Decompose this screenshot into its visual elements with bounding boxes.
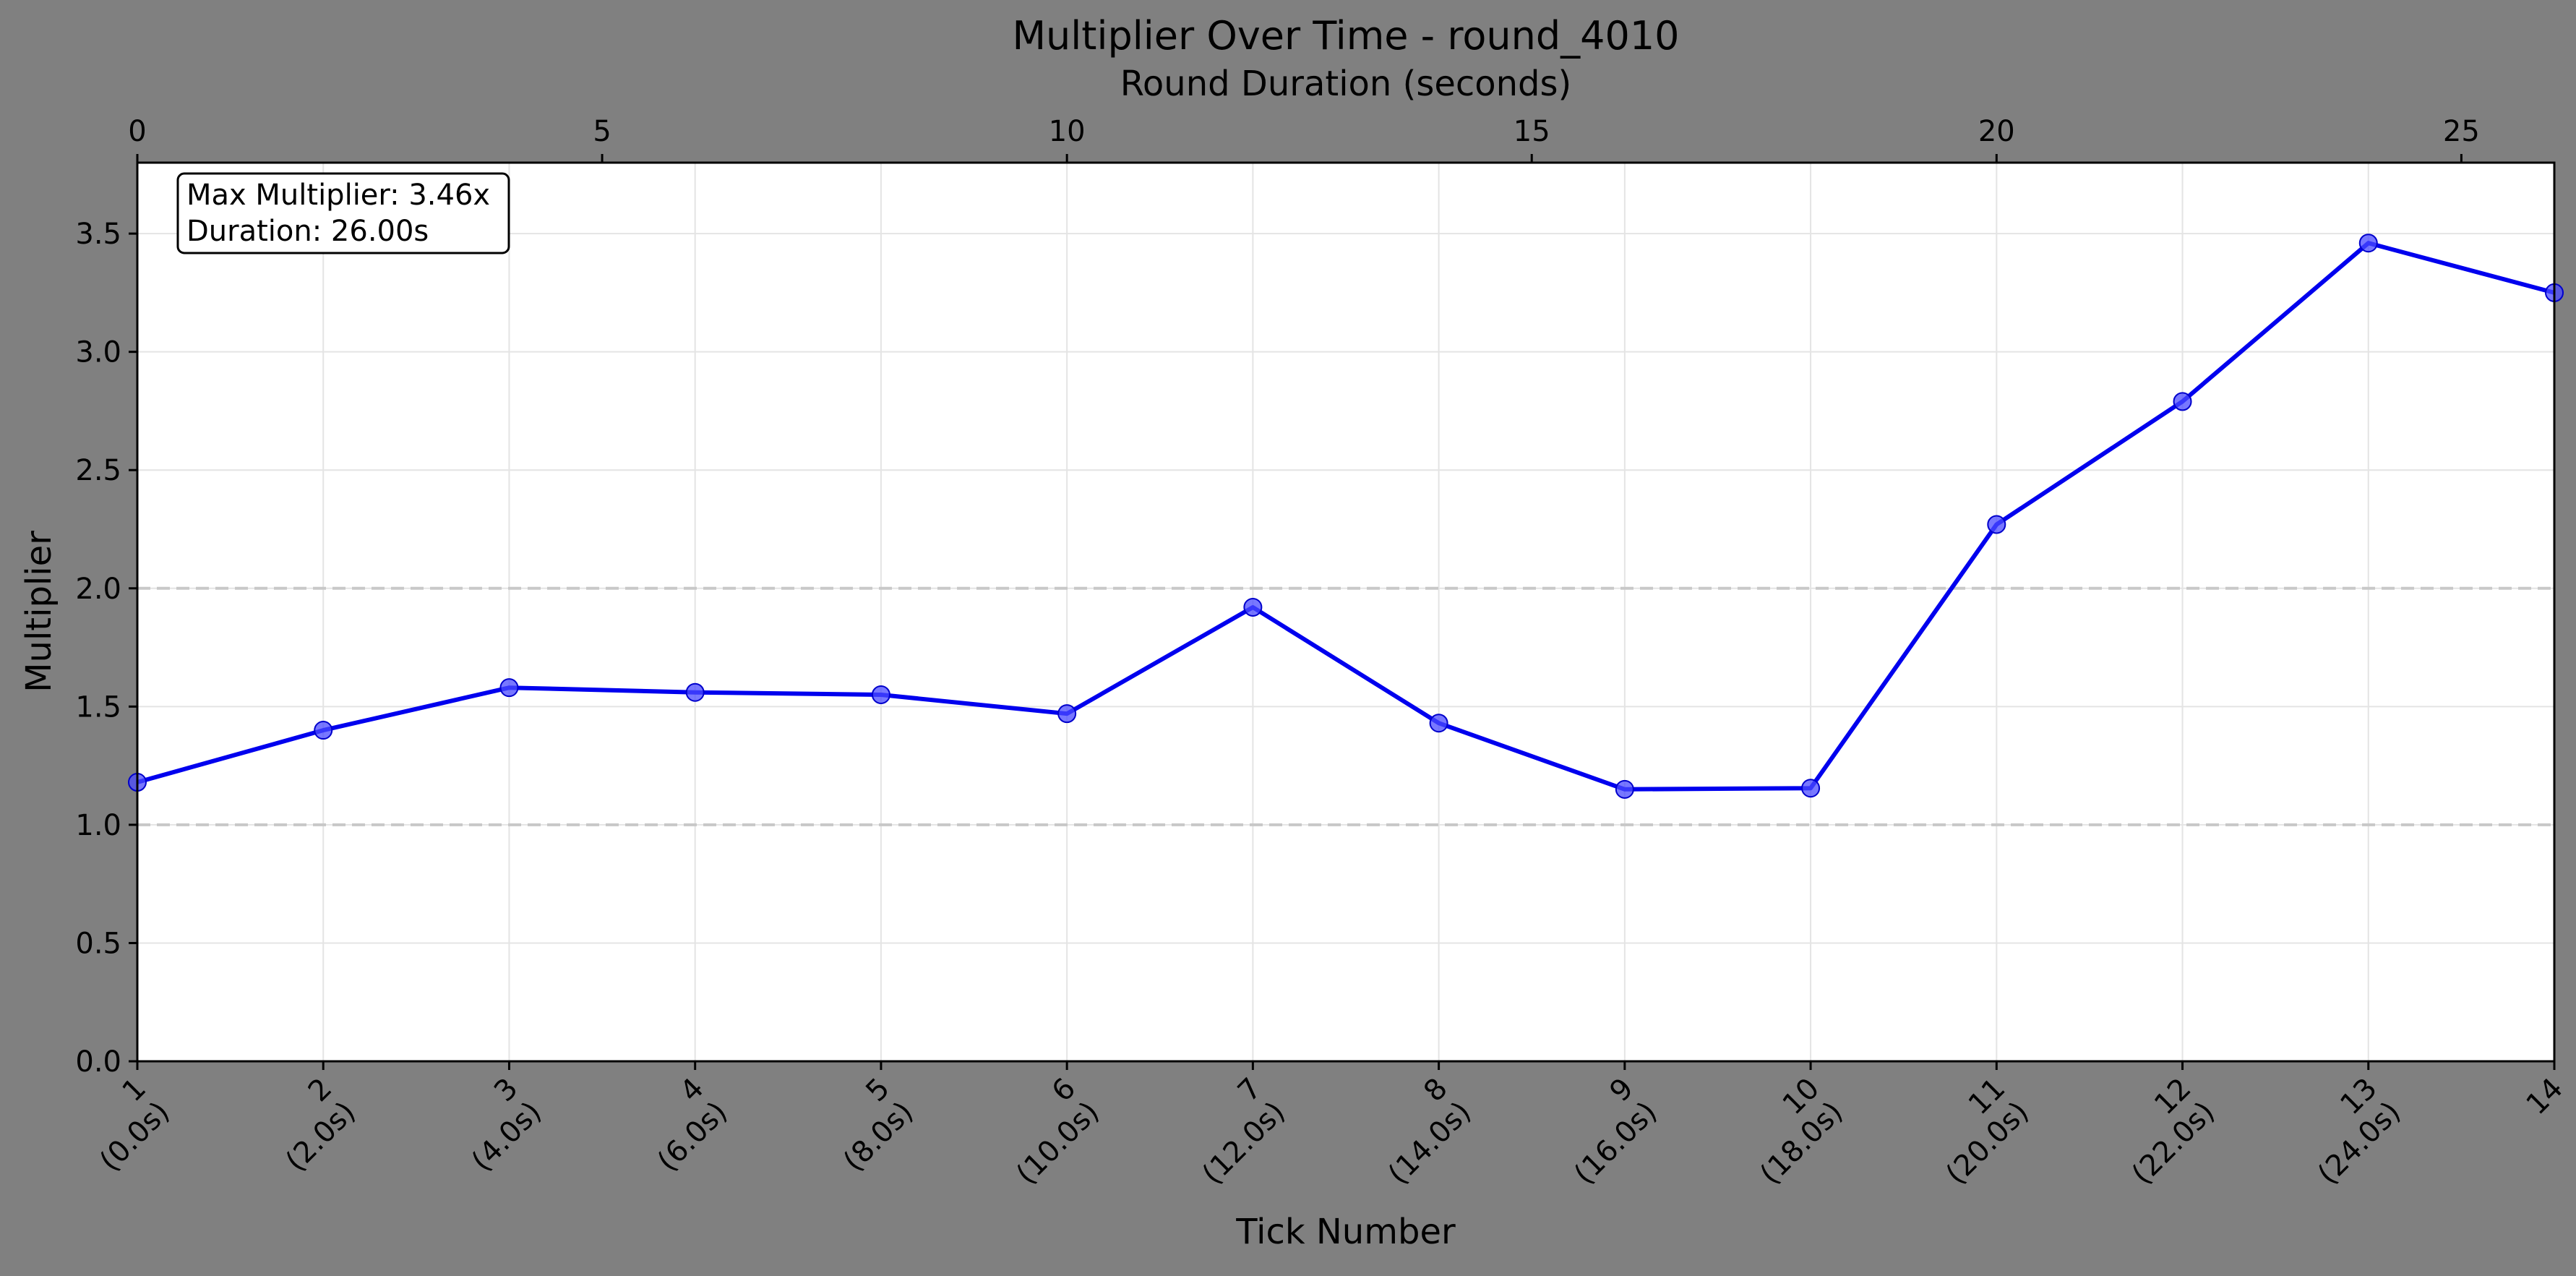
top-x-tick-label: 20 xyxy=(1978,115,2015,148)
y-tick-label: 0.0 xyxy=(75,1045,121,1079)
data-point xyxy=(871,685,890,704)
y-tick-label: 1.0 xyxy=(75,809,121,842)
x-tick-label: 7(12.0s) xyxy=(1172,1072,1292,1191)
x-tick-label: 1(0.0s) xyxy=(70,1072,176,1178)
annotation-box xyxy=(176,172,510,254)
x-tick-label-time: (6.0s) xyxy=(651,1095,734,1178)
data-point xyxy=(2173,392,2192,411)
y-tick-label: 2.5 xyxy=(75,454,121,487)
data-point xyxy=(1801,779,1821,798)
data-point xyxy=(1057,704,1077,724)
x-tick-label: 14 xyxy=(2520,1072,2570,1122)
x-tick-label: 3(4.0s) xyxy=(442,1072,548,1178)
x-tick-label: 2(2.0s) xyxy=(256,1072,362,1178)
plot-area xyxy=(137,163,2554,1061)
x-tick-label: 5(8.0s) xyxy=(814,1072,920,1178)
plot-frame xyxy=(136,161,2556,1063)
chart-title: Multiplier Over Time - round_4010 xyxy=(1012,13,1679,59)
x-tick-label-time: (8.0s) xyxy=(837,1095,919,1178)
y-tick-label: 3.0 xyxy=(75,336,121,369)
series-line xyxy=(137,241,2555,792)
top-x-tick-label: 15 xyxy=(1514,115,1550,148)
x-tick-label: 4(6.0s) xyxy=(627,1072,734,1178)
y-axis-label: Multiplier xyxy=(19,531,59,693)
top-x-tick-label: 25 xyxy=(2443,115,2480,148)
x-tick-label-time: (0.0s) xyxy=(93,1095,176,1178)
y-axis: 0.0 0.5 1.0 1.5 2.0 2.5 3.0 3.5 xyxy=(75,218,137,1079)
x-tick-label-tick: 14 xyxy=(2520,1072,2570,1122)
y-tick-label: 3.5 xyxy=(75,218,121,251)
x-tick-label: 11(20.0s) xyxy=(1916,1072,2035,1191)
data-point xyxy=(2358,234,2378,253)
reference-lines xyxy=(137,586,2554,826)
x-tick-label: 9(16.0s) xyxy=(1545,1072,1664,1191)
data-point xyxy=(314,721,333,740)
x-axis-label: Tick Number xyxy=(1235,1212,1456,1252)
top-x-tick-label: 0 xyxy=(128,115,146,148)
x-tick-label: 10(18.0s) xyxy=(1730,1072,1850,1191)
data-point xyxy=(1987,515,2006,534)
data-point xyxy=(499,678,519,698)
x-tick-label: 12(22.0s) xyxy=(2102,1072,2221,1191)
y-tick-label: 0.5 xyxy=(75,927,121,960)
y-tick-label: 1.5 xyxy=(75,690,121,724)
annotation-duration: Duration: 26.00s xyxy=(186,215,429,248)
stats-annotation: Max Multiplier: 3.46x Duration: 26.00s xyxy=(176,172,510,254)
y-tick-label: 2.0 xyxy=(75,573,121,606)
annotation-max: Max Multiplier: 3.46x xyxy=(186,179,490,212)
x-tick-label: 8(14.0s) xyxy=(1358,1072,1477,1191)
bottom-x-axis: 1(0.0s) 2(2.0s) 3(4.0s) 4(6.0s) 5(8.0s) 6(10.… xyxy=(70,1061,2570,1191)
x-tick-label-time: (14.0s) xyxy=(1382,1095,1477,1191)
x-tick-label-time: (16.0s) xyxy=(1568,1095,1663,1191)
top-x-tick-label: 5 xyxy=(593,115,611,148)
top-axis-label: Round Duration (seconds) xyxy=(1120,64,1572,104)
top-x-tick-label: 10 xyxy=(1049,115,1086,148)
data-point xyxy=(685,682,705,702)
x-tick-label-time: (12.0s) xyxy=(1196,1095,1292,1191)
top-x-axis: 0 5 10 15 20 25 xyxy=(128,115,2480,163)
data-point xyxy=(1243,597,1263,617)
x-tick-label: 13(24.0s) xyxy=(2288,1072,2408,1191)
x-tick-label: 6(10.0s) xyxy=(987,1072,1106,1191)
data-point xyxy=(1615,779,1634,799)
x-tick-label-time: (10.0s) xyxy=(1010,1095,1105,1191)
x-tick-label-time: (2.0s) xyxy=(280,1095,362,1178)
x-tick-label-time: (4.0s) xyxy=(465,1095,548,1178)
data-point xyxy=(1429,714,1448,733)
